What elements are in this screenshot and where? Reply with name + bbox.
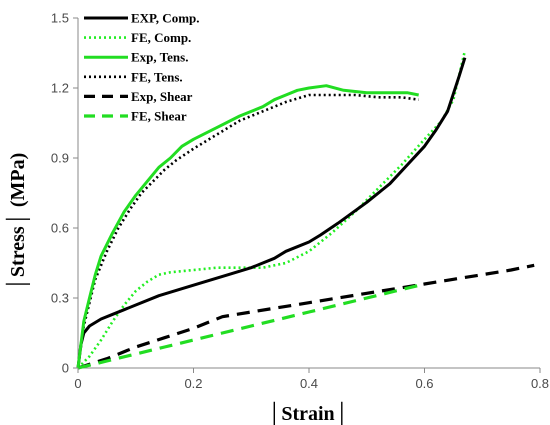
x-tick-label: 0.2 (184, 376, 202, 391)
y-tick-label: 0.9 (51, 151, 69, 166)
series-line-5 (77, 282, 425, 370)
x-tick-label: 0.6 (415, 376, 433, 391)
legend: EXP, Comp. FE, Comp. Exp, Tens. FE, Tens. Ex… (84, 11, 200, 124)
x-tick-label: 0.4 (300, 376, 318, 391)
series-line-3 (76, 93, 419, 369)
x-axis-title: │Strain│ (267, 401, 349, 425)
legend-label-2: Exp, Tens. (131, 50, 188, 65)
legend-label-0: EXP, Comp. (131, 11, 200, 26)
y-tick-label: 1.2 (51, 81, 69, 96)
legend-label-4: Exp, Shear (131, 89, 193, 104)
legend-label-1: FE, Comp. (131, 30, 191, 45)
y-tick-label: 1.5 (51, 11, 69, 26)
y-axis-title: │Stress│ (MPa) (5, 153, 31, 292)
legend-label-5: FE, Shear (131, 109, 187, 124)
series-line-0 (76, 57, 467, 369)
series-line-2 (76, 84, 419, 369)
series-layer (76, 50, 535, 370)
y-tick-label: 0.3 (51, 291, 69, 306)
y-tick-label: 0.6 (51, 221, 69, 236)
y-tick-label: 0 (62, 361, 69, 376)
x-tick-label: 0.8 (531, 376, 549, 391)
legend-label-3: FE, Tens. (131, 69, 183, 84)
x-tick-label: 0 (74, 376, 81, 391)
series-line-4 (77, 263, 535, 370)
axis-ticks: 0 0.2 0.4 0.6 0.8 0 0.3 0.6 0.9 1.2 1.5 (51, 11, 549, 392)
